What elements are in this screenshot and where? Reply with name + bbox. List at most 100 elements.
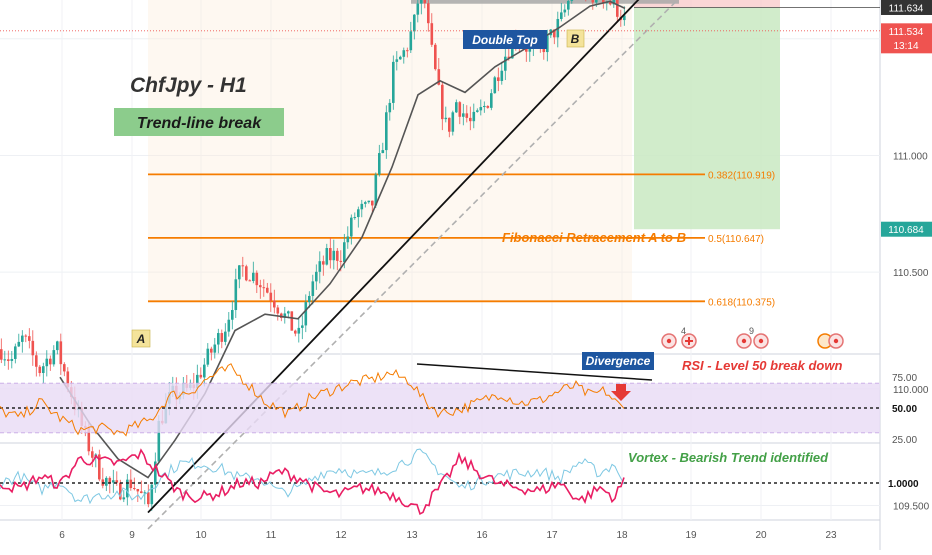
fib-range-fill <box>148 0 632 302</box>
take-profit-zone[interactable] <box>634 7 780 230</box>
candle-body <box>367 200 371 203</box>
divergence-line[interactable] <box>416 363 653 381</box>
candle-body <box>56 341 59 351</box>
candle-body <box>360 203 364 210</box>
candle-body <box>42 366 45 374</box>
event-dot-icon <box>666 338 672 344</box>
candle-body <box>322 261 325 265</box>
candle-body <box>570 0 574 1</box>
candle-body <box>318 261 322 272</box>
candle-body <box>266 287 269 293</box>
time-tick: 9 <box>129 530 135 541</box>
price-label: 110.684 <box>888 225 924 236</box>
candle-body <box>115 480 119 483</box>
candle-body <box>304 302 308 326</box>
position-zones[interactable] <box>148 0 780 302</box>
candle-body <box>462 113 465 117</box>
rsi-line <box>0 363 625 437</box>
candle-body <box>339 260 343 262</box>
fibonacci-retracement[interactable]: 0(111.799)0.382(110.919)0.5(110.647)0.61… <box>148 0 775 308</box>
vortex-tick: 1.0000 <box>888 479 919 490</box>
candle-body <box>500 70 504 81</box>
candle-body <box>273 300 276 308</box>
candle-body <box>14 346 17 359</box>
candle-body <box>287 311 290 314</box>
candle-body <box>38 366 42 374</box>
time-axis[interactable]: 6 9 10 11 12 13 16 17 18 19 20 23 <box>59 530 837 541</box>
fib-caption: Fibonacci Retracement A to B <box>502 230 686 245</box>
candle-body <box>206 348 210 365</box>
event-plus-icon <box>685 337 693 345</box>
price-label: 111.534 <box>889 27 924 38</box>
candle-body <box>196 374 199 389</box>
candle-body <box>402 50 406 57</box>
price-label-bg <box>881 23 932 54</box>
candle-body <box>52 350 56 365</box>
candle-body <box>623 15 626 21</box>
candle-body <box>49 358 52 365</box>
candle-body <box>21 335 24 342</box>
candle-body <box>143 492 147 494</box>
down-arrow-icon <box>611 384 631 401</box>
candle-body <box>35 355 38 367</box>
event-dot-icon <box>833 338 839 344</box>
price-axis[interactable]: 112.000111.500111.000110.500110.000109.5… <box>881 0 932 513</box>
candle-body <box>329 248 332 261</box>
candle-body <box>10 358 14 361</box>
candle-body <box>409 31 413 51</box>
point-b-marker <box>566 29 585 48</box>
double-top-zone[interactable] <box>411 0 679 4</box>
candle-body <box>476 110 479 112</box>
candle-body <box>294 330 297 334</box>
vortex-plus-line <box>0 448 625 505</box>
candle-body <box>612 0 616 5</box>
candle-body <box>224 331 227 342</box>
candle-body <box>430 23 434 45</box>
fib-label-0.618: 0.618(110.375) <box>708 297 775 308</box>
candle-body <box>567 0 570 10</box>
candle-body <box>227 319 231 332</box>
time-tick: 17 <box>546 530 558 541</box>
rsi-tick: 50.00 <box>892 404 917 415</box>
candle-body <box>385 112 388 151</box>
double-top-label: Double Top <box>472 33 538 47</box>
candle-body <box>616 0 619 17</box>
candle-body <box>364 202 367 204</box>
candle-body <box>297 327 301 334</box>
candle-body <box>458 102 462 117</box>
candle-body <box>7 359 10 361</box>
double-top-label-bg <box>463 30 547 49</box>
candle-body <box>315 271 318 282</box>
moving-average-line[interactable] <box>59 0 626 479</box>
time-tick: 13 <box>406 530 418 541</box>
candle-body <box>451 112 455 132</box>
trendline-break-label: Trend-line break <box>137 115 262 132</box>
candle-body <box>332 250 336 261</box>
time-tick: 11 <box>266 530 277 541</box>
event-icons[interactable]: 4 9 <box>661 326 844 349</box>
channel-line[interactable] <box>147 0 690 530</box>
candle-body <box>154 461 157 485</box>
candle-body <box>210 348 213 353</box>
candle-body <box>399 56 402 60</box>
candle-body <box>45 358 49 367</box>
candle-body <box>0 349 3 360</box>
price-tick: 110.500 <box>893 268 929 279</box>
time-tick: 20 <box>755 530 767 541</box>
time-tick: 12 <box>335 530 347 541</box>
candle-body <box>483 105 486 108</box>
candle-body <box>108 477 112 483</box>
candle-body <box>591 0 595 3</box>
candle-body <box>24 335 28 337</box>
candle-body <box>31 340 35 356</box>
stop-loss-zone[interactable] <box>634 0 780 8</box>
candle-body <box>406 50 409 52</box>
price-label-bg <box>881 0 932 15</box>
price-label: 111.634 <box>889 3 924 14</box>
price-tick: 110.000 <box>893 385 929 396</box>
candle-body <box>490 93 493 108</box>
candle-body <box>528 47 532 52</box>
candle-body <box>423 0 427 4</box>
